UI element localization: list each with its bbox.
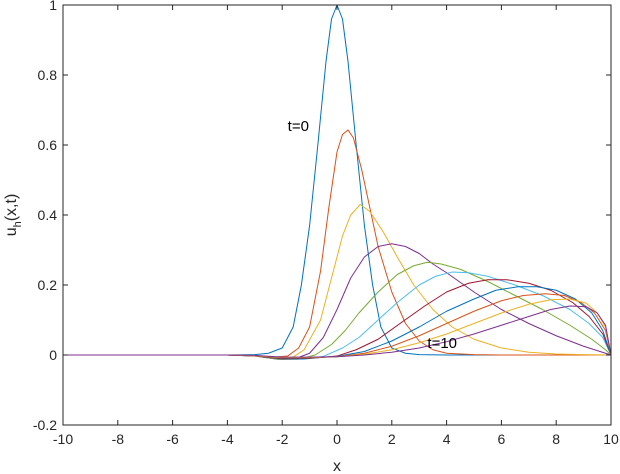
y-tick-label: 0	[49, 347, 57, 363]
y-axis-label: uh(x,t)	[3, 194, 24, 237]
y-axis-label-base: u	[3, 227, 20, 236]
x-tick-label: -6	[166, 431, 179, 447]
x-tick-label: -4	[221, 431, 234, 447]
curve-annotation: t=0	[288, 118, 309, 135]
x-tick-label: 4	[443, 431, 451, 447]
y-axis-label-suffix: (x,t)	[3, 194, 20, 222]
series-line-6	[63, 279, 612, 360]
y-tick-label: 0.8	[38, 67, 58, 83]
y-tick-label: 0.4	[38, 207, 58, 223]
curve-annotation: t=10	[427, 335, 457, 352]
x-tick-label: 0	[333, 431, 341, 447]
x-tick-label: -10	[53, 431, 73, 447]
y-tick-label: 1	[49, 0, 57, 13]
x-axis-label: x	[333, 458, 341, 474]
x-tick-label: 8	[552, 431, 560, 447]
series-layer	[63, 4, 612, 361]
y-axis-label-subscript: h	[12, 221, 24, 227]
x-tick-label: 2	[388, 431, 396, 447]
y-tick-label: -0.2	[33, 417, 57, 433]
x-tick-label: -2	[276, 431, 289, 447]
tick-layer: -10 -8 -6 -4 -2 0 2 4 6 8 10 -0.2 0 0.2 0.4 0.6 0.8 1	[33, 0, 619, 447]
x-tick-label: 10	[603, 431, 619, 447]
y-tick-label: 0.6	[38, 137, 58, 153]
y-tick-label: 0.2	[38, 277, 58, 293]
x-tick-label: 6	[498, 431, 506, 447]
annotation-layer: t=0 t=10	[288, 118, 457, 352]
series-line-1	[63, 129, 611, 358]
x-tick-label: -8	[112, 431, 125, 447]
series-line-10	[63, 305, 612, 358]
